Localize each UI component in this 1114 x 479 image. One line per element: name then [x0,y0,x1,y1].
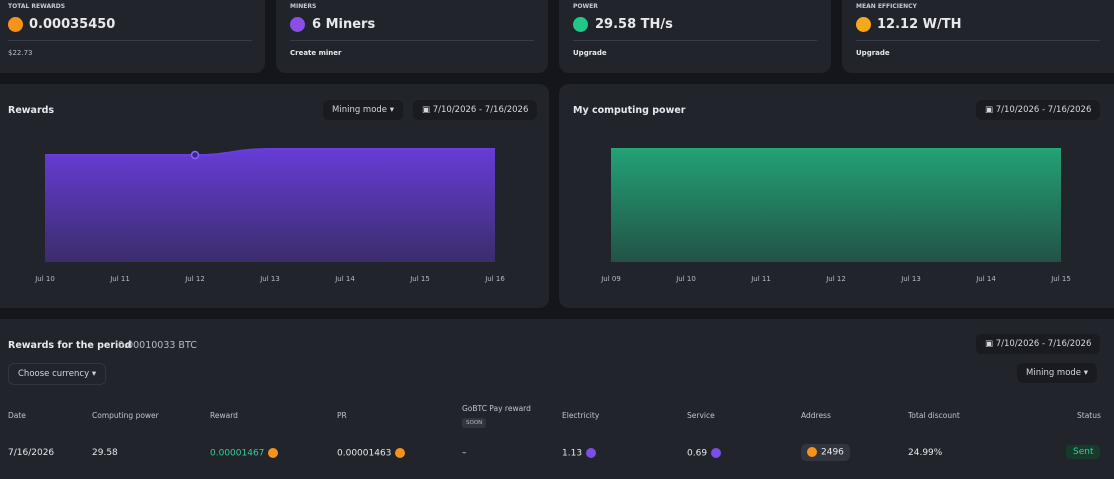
area [45,149,495,262]
btc-icon [8,17,23,32]
date-button[interactable]: ▣ 7/10/2026 - 7/16/2026 [976,100,1101,120]
address-chip[interactable]: 2496 [801,444,850,461]
date-button[interactable]: ▣ 7/10/2026 - 7/16/2026 [413,100,538,120]
divider [573,40,817,41]
currency-button[interactable]: Choose currency ▾ [8,363,107,385]
cell: 2496 [821,447,844,458]
divider [856,40,1100,41]
cell: 0.00001463 [337,448,392,459]
column-header: Status [1077,411,1101,420]
button-text: 7/10/2026 - 7/16/2026 [432,105,529,115]
card-label: POWER [573,3,598,10]
x-tick-label: Jul 14 [975,275,996,283]
x-tick-label: Jul 16 [484,275,505,283]
x-tick-label: Jul 12 [825,275,846,283]
column-header: Service [687,411,715,420]
highlight-point [190,150,200,160]
card-link[interactable]: Upgrade [856,49,890,57]
table-panel [0,319,1114,479]
date-button[interactable]: ▣ 7/10/2026 - 7/16/2026 [976,334,1101,354]
card-label: MINERS [290,3,317,10]
cell: 7/16/2026 [8,448,55,458]
card [276,0,548,73]
x-tick-label: Jul 15 [1050,275,1071,283]
status-badge: Sent [1066,445,1101,459]
card-value: 29.58 TH/s [595,17,673,32]
power-icon [573,17,588,32]
chart-title: Rewards [8,105,55,116]
x-tick-label: Jul 10 [34,275,55,283]
column-header: Electricity [562,411,600,420]
cell-wrap: 0.00001463 [337,448,406,459]
button-text: Mining mode [1026,368,1082,378]
x-tick-label: Jul 12 [184,275,205,283]
column-header: Address [801,411,831,420]
button-text: Mining mode [332,105,388,115]
mode-button[interactable]: Mining mode ▾ [323,100,404,120]
cell: 0.00001467 [210,448,265,459]
cell-wrap: 0.69 [687,448,722,459]
card-value: 12.12 W/TH [877,17,962,32]
x-tick-label: Jul 15 [409,275,430,283]
button-text: 7/10/2026 - 7/16/2026 [995,105,1092,115]
efficiency-icon [856,17,871,32]
period-amount: 0.00010033 BTC [118,340,197,351]
x-tick-label: Jul 11 [750,275,771,283]
chart-title: My computing power [573,105,686,116]
divider [290,40,534,41]
card [559,0,831,73]
x-tick-label: Jul 14 [334,275,355,283]
card-link[interactable]: Create miner [290,49,342,57]
column-header: PR [337,411,347,420]
column-header: Total discount [908,411,960,420]
cell-wrap: 0.00001467 [210,448,279,459]
card-footer: $22.73 [8,49,33,57]
mode-button[interactable]: Mining mode ▾ [1017,363,1098,383]
cell: 29.58 [92,448,118,458]
x-tick-label: Jul 09 [600,275,621,283]
line [45,148,495,157]
miner-icon [290,17,305,32]
x-tick-label: Jul 11 [109,275,130,283]
cell: – [462,448,467,458]
card-label: TOTAL REWARDS [8,3,66,10]
x-tick-label: Jul 13 [900,275,921,283]
cell: 1.13 [562,448,583,459]
column-header: GoBTC Pay reward [462,404,531,413]
column-header: Computing power [92,411,159,420]
card-value: 0.00035450 [29,17,116,32]
chart: Jul 09 Jul 10 Jul 11 Jul 12 Jul 13 Jul 14 Jul … [600,148,1071,283]
card-label: MEAN EFFICIENCY [856,3,917,10]
divider [8,40,252,41]
card-value: 6 Miners [312,17,376,32]
card [0,0,265,73]
x-tick-label: Jul 10 [675,275,696,283]
card [842,0,1114,73]
soon-badge: SOON [462,418,487,428]
cell: 0.69 [687,448,708,459]
cell-wrap: 1.13 [562,448,597,459]
period-title: Rewards for the period [8,340,132,351]
card-link[interactable]: Upgrade [573,49,607,57]
x-tick-label: Jul 13 [259,275,280,283]
chart: Jul 10 Jul 11 Jul 12 Jul 13 Jul 14 Jul 15 Jul … [34,148,505,283]
cell: 24.99% [908,448,943,458]
column-header: Date [8,411,26,420]
button-text: Choose currency [18,369,90,379]
button-text: 7/10/2026 - 7/16/2026 [995,339,1092,349]
area [611,149,1061,262]
column-header: Reward [210,411,238,420]
